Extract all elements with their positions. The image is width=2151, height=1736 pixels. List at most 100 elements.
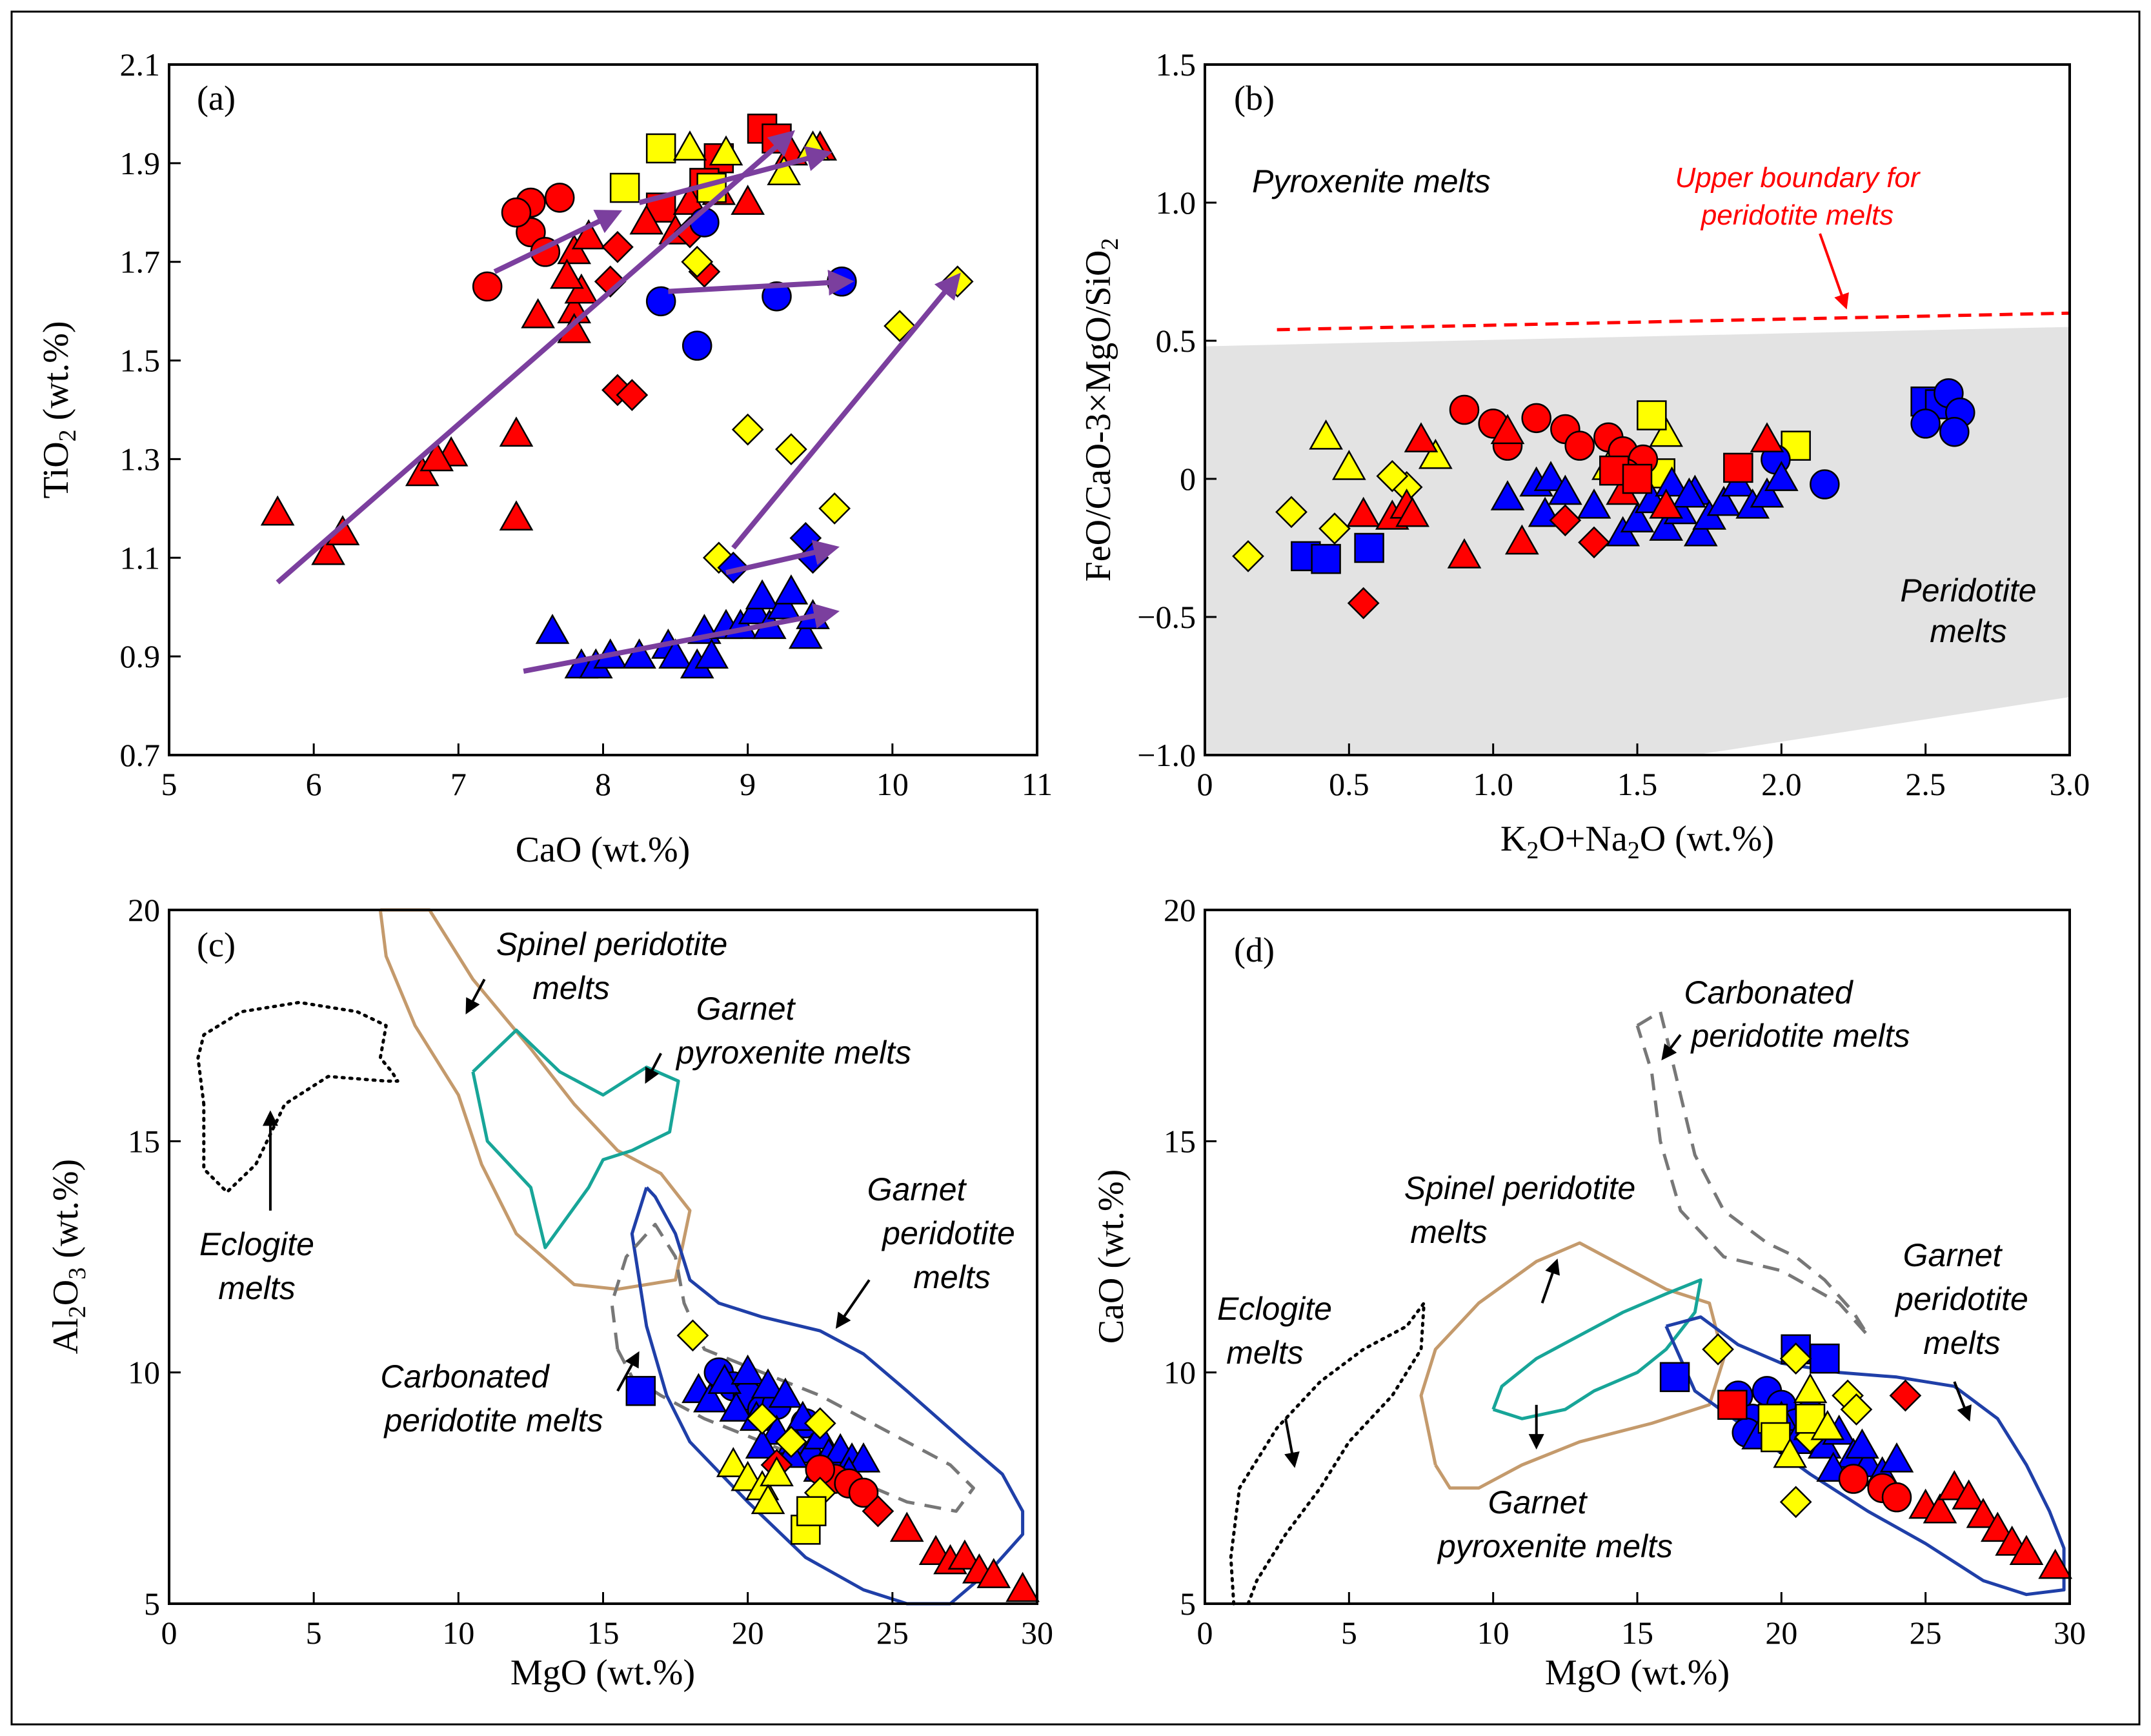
- x-tick-label: 3.0: [2050, 766, 2090, 802]
- y-tick-label: 10: [1164, 1355, 1196, 1391]
- c-eclogite-label-2: melts: [218, 1270, 295, 1306]
- d-red-triangle-point: [1952, 1479, 1986, 1510]
- y-tick-label: 10: [128, 1355, 160, 1391]
- a-red-diamond-point: [601, 230, 634, 263]
- y-tick-label: −0.5: [1137, 599, 1196, 635]
- b-red-triangle-point: [1395, 496, 1429, 527]
- y-tick-label: 0: [1180, 461, 1196, 497]
- c-blue-triangle-point: [846, 1442, 881, 1473]
- a-red-circle-point: [545, 183, 575, 213]
- figure-frame: [10, 10, 2141, 1726]
- a-blue-triangle-point: [658, 638, 692, 669]
- b-red-square-point: [1723, 452, 1753, 483]
- x-tick-label: 5: [306, 1615, 322, 1651]
- panel-a-label: (a): [197, 79, 236, 117]
- c-blue-triangle-point: [719, 1391, 754, 1422]
- b-red-square-point: [1622, 463, 1653, 494]
- b-blue-triangle-point: [1620, 502, 1655, 533]
- y-tick-label: 1.0: [1156, 185, 1197, 221]
- x-tick-label: 10: [876, 766, 909, 802]
- a-red-triangle-point: [564, 273, 599, 304]
- d-yellow-diamond-point: [1779, 1486, 1812, 1519]
- b-blue-triangle-point: [1533, 461, 1568, 491]
- x-tick-label: 30: [1021, 1615, 1053, 1651]
- boundary-label-line-2: peridotite melts: [1700, 199, 1893, 231]
- c-blue-triangle-point: [768, 1377, 803, 1408]
- c-red-triangle-point: [947, 1539, 982, 1570]
- x-tick-label: 15: [587, 1615, 620, 1651]
- b-red-triangle-point: [1750, 422, 1784, 452]
- a-blue-diamond-point: [717, 551, 750, 584]
- c-garnet-px-label-2: pyroxenite melts: [675, 1035, 911, 1071]
- b-blue-square-point: [1354, 532, 1384, 563]
- y-tick-label: 1.7: [120, 244, 161, 280]
- panel-d: (d) Carbonated peridotite melts Spinel p…: [1091, 892, 2086, 1693]
- a-blue-circle-point: [682, 330, 712, 361]
- a-red-triangle-point: [405, 456, 439, 487]
- c-garnet-pd-label-2: peridotite: [881, 1215, 1015, 1251]
- c-blue-square-point: [625, 1376, 656, 1406]
- a-blue-circle-point: [645, 286, 676, 317]
- b-blue-triangle-point: [1649, 510, 1684, 541]
- c-red-triangle-point: [976, 1558, 1011, 1588]
- y-tick-label: 20: [128, 892, 160, 928]
- b-red-circle-point: [1449, 394, 1480, 425]
- panel-d-x-axis-label: MgO (wt.%): [1545, 1653, 1730, 1693]
- c-yellow-diamond-point: [676, 1319, 709, 1352]
- c-yellow-diamond-point: [803, 1407, 836, 1440]
- x-tick-label: 20: [1765, 1615, 1797, 1651]
- c-carbonated-label-2: peridotite melts: [383, 1402, 603, 1438]
- x-tick-label: 0.5: [1329, 766, 1369, 802]
- trend-arrow: [638, 146, 833, 205]
- c-yellow-square-point: [796, 1496, 827, 1526]
- b-yellow-triangle-point: [1418, 438, 1453, 469]
- a-red-triangle-point: [629, 204, 664, 235]
- d-red-triangle-point: [1966, 1497, 2001, 1528]
- a-blue-triangle-point: [738, 594, 773, 625]
- y-tick-label: 1.1: [120, 540, 161, 576]
- x-tick-label: 30: [2054, 1615, 2086, 1651]
- c-eclogite-label-1: Eclogite: [199, 1226, 314, 1262]
- c-garnet-pd-label-3: melts: [913, 1259, 990, 1295]
- panel-b-y-axis-label: FeO/CaO-3×MgO/SiO2: [1078, 238, 1124, 582]
- b-blue-triangle-point: [1683, 516, 1718, 547]
- trend-arrow: [276, 130, 795, 585]
- b-blue-triangle-point: [1764, 461, 1799, 491]
- b-red-circle-point: [1521, 403, 1551, 434]
- b-red-diamond-point: [1549, 504, 1582, 537]
- x-tick-label: 6: [306, 766, 322, 802]
- c-red-circle-point: [848, 1477, 879, 1508]
- b-yellow-diamond-point: [1318, 512, 1351, 545]
- d-eclogite-label-1: Eclogite: [1217, 1291, 1332, 1327]
- d-spinel-label-2: melts: [1410, 1214, 1487, 1250]
- boundary-label-arrow: [1819, 233, 1849, 310]
- d-spinel-label-1: Spinel peridotite: [1404, 1170, 1636, 1206]
- b-blue-square-point: [1311, 543, 1341, 574]
- y-tick-label: 1.5: [1156, 46, 1197, 83]
- a-yellow-diamond-point: [681, 245, 714, 278]
- a-red-triangle-point: [419, 441, 454, 472]
- a-red-triangle-point: [260, 495, 295, 526]
- x-tick-label: 15: [1621, 1615, 1653, 1651]
- b-blue-triangle-point: [1655, 466, 1689, 497]
- a-red-diamond-point: [594, 265, 627, 298]
- d-red-circle-point: [1881, 1482, 1912, 1513]
- x-tick-label: 20: [732, 1615, 764, 1651]
- d-red-triangle-point: [1980, 1511, 2015, 1542]
- b-yellow-triangle-point: [1331, 450, 1366, 480]
- annotation-arrow: [465, 978, 486, 1014]
- b-blue-triangle-point: [1706, 485, 1741, 516]
- c-spinel-field: [378, 908, 692, 1291]
- a-red-diamond-point: [616, 379, 649, 411]
- c-carbonated-label-1: Carbonated: [380, 1358, 550, 1395]
- a-red-triangle-point: [311, 534, 345, 565]
- x-tick-label: 5: [1341, 1615, 1357, 1651]
- y-tick-label: 2.1: [120, 46, 161, 83]
- d-eclogite-label-2: melts: [1226, 1335, 1303, 1371]
- trend-arrow: [731, 272, 961, 550]
- b-blue-triangle-point: [1750, 477, 1784, 508]
- c-garnet-pd-field: [630, 1186, 1025, 1606]
- y-tick-label: 0.7: [120, 737, 161, 773]
- d-carbonated-label-2: peridotite melts: [1690, 1018, 1910, 1054]
- x-tick-label: 8: [595, 766, 611, 802]
